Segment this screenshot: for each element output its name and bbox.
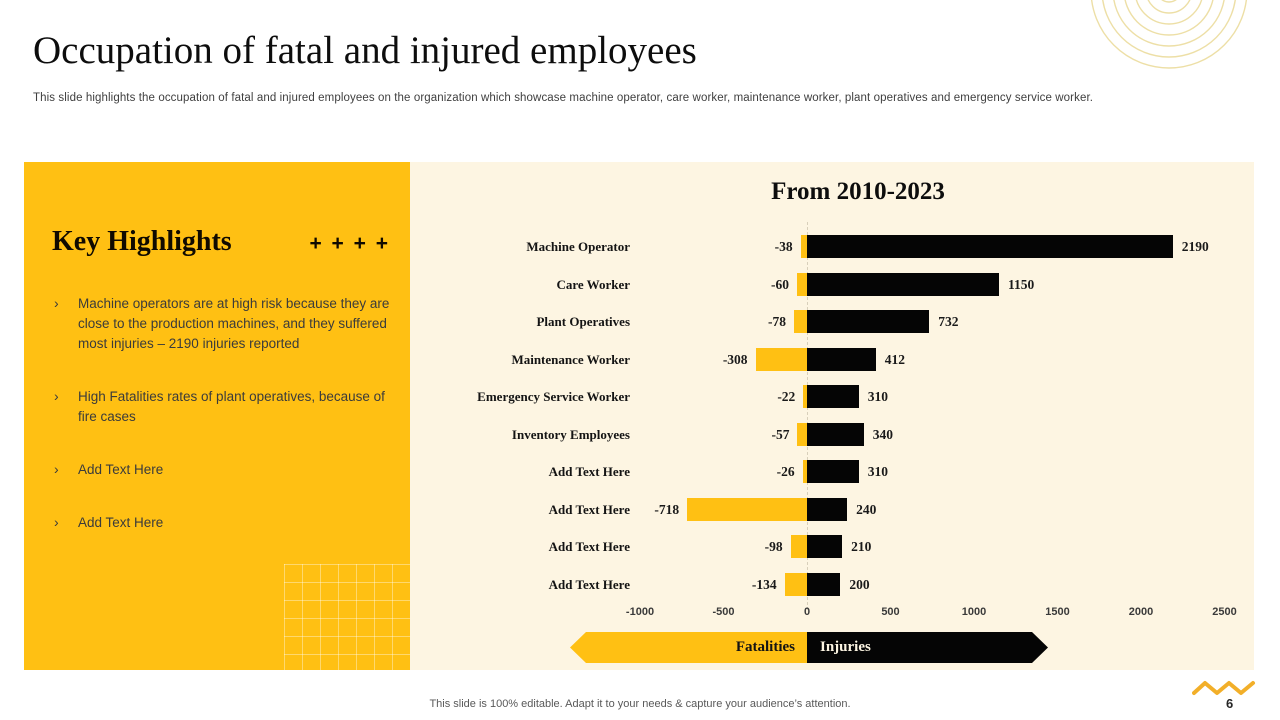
x-axis: -1000 -500 0 500 1000 1500 2000 2500: [410, 606, 1254, 622]
injuries-bar: [807, 310, 930, 333]
x-axis-tick: 500: [881, 606, 900, 618]
fatalities-bar: [803, 385, 807, 408]
category-label: Add Text Here: [548, 464, 630, 479]
fatalities-bar: [687, 497, 807, 521]
injuries-bar: [807, 460, 859, 483]
fatalities-value: -26: [776, 464, 795, 479]
key-highlights-panel: Key Highlights + + + + › Machine operato…: [24, 162, 410, 670]
injuries-value: 200: [849, 576, 870, 592]
fatalities-bar: [800, 235, 807, 258]
chart-area: From 2010-2023 Machine Operator -38 2190 Ca…: [410, 162, 1254, 670]
legend-fatalities-label: Fatalities: [735, 639, 795, 655]
injuries-value: 310: [867, 389, 889, 404]
fatalities-value: -78: [767, 314, 786, 329]
highlight-item: › Add Text Here: [52, 513, 392, 533]
injuries-bar: [807, 497, 848, 521]
injuries-value: 732: [938, 314, 959, 329]
fatalities-value: -308: [722, 351, 748, 367]
highlight-text-placeholder: Add Text Here: [78, 514, 164, 530]
injuries-bar: [807, 235, 1173, 258]
fatalities-value: -38: [774, 239, 793, 254]
injuries-value: 412: [884, 351, 906, 367]
highlights-list: › Machine operators are at high risk bec…: [52, 294, 392, 566]
x-axis-tick: 1000: [961, 606, 987, 618]
x-axis-tick: -500: [712, 606, 735, 618]
category-label: Plant Operatives: [536, 314, 630, 329]
zigzag-icon: [1192, 681, 1255, 695]
injuries-bar: [807, 385, 859, 408]
category-label: Machine Operator: [526, 239, 630, 254]
page-number: 6: [1226, 696, 1234, 711]
fatalities-bar: [790, 535, 807, 558]
category-label: Add Text Here: [548, 539, 630, 554]
concentric-circles-icon: [1090, 0, 1248, 69]
injuries-value: 210: [851, 539, 872, 554]
injuries-bar: [807, 535, 843, 558]
x-axis-tick: -1000: [625, 606, 655, 618]
chevron-bullet-icon: ›: [54, 513, 59, 530]
x-axis-tick: 2000: [1128, 606, 1154, 618]
page-title: Occupation of fatal and injured employee…: [33, 29, 697, 72]
category-label: Emergency Service Worker: [477, 389, 630, 404]
injuries-value: 1150: [1008, 276, 1035, 292]
chevron-bullet-icon: ›: [54, 387, 59, 404]
x-axis-tick: 2500: [1212, 606, 1237, 618]
chart-legend: Fatalities Injuries: [570, 632, 1048, 663]
chevron-bullet-icon: ›: [54, 295, 59, 311]
plus-marks-decoration: + + + +: [309, 232, 390, 255]
chart-title: From 2010-2023: [771, 178, 945, 205]
injuries-bar: [807, 347, 876, 371]
category-label: Add Text Here: [548, 576, 630, 592]
fatalities-value: -57: [771, 426, 790, 442]
injuries-value: 240: [856, 501, 877, 517]
category-label: Add Text Here: [548, 501, 630, 517]
highlight-text-placeholder: Add Text Here: [78, 461, 164, 477]
fatalities-bar: [755, 347, 807, 371]
footer-note: This slide is 100% editable. Adapt it to…: [429, 698, 851, 710]
fatalities-value: -134: [751, 576, 777, 592]
injuries-value: 340: [872, 426, 894, 442]
zero-axis-line: [807, 222, 808, 610]
legend-injuries-arrow: Injuries: [807, 632, 1048, 663]
diverging-bar-chart: Machine Operator -38 2190 Care Worker -60 115…: [410, 222, 1254, 610]
fatalities-value: -60: [770, 276, 789, 292]
fatalities-value: -22: [777, 389, 796, 404]
fatalities-bar: [797, 422, 807, 446]
slide-subtitle: This slide highlights the occupation of …: [33, 92, 1094, 104]
injuries-bar: [807, 272, 1000, 296]
highlight-item: › Add Text Here: [52, 460, 392, 480]
fatalities-value: -98: [764, 539, 783, 554]
legend-injuries-label: Injuries: [820, 639, 871, 655]
grid-pattern-decoration: [284, 564, 410, 670]
injuries-bar: [807, 572, 841, 596]
x-axis-tick: 0: [803, 606, 811, 618]
highlight-text: Machine operators are at high risk becau…: [78, 296, 390, 351]
highlight-item: › High Fatalities rates of plant operati…: [52, 387, 392, 427]
fatalities-bar: [784, 572, 807, 596]
category-label: Maintenance Worker: [511, 351, 630, 367]
injuries-value: 310: [867, 464, 889, 479]
x-axis-tick: 1500: [1045, 606, 1070, 618]
injuries-value: 2190: [1181, 239, 1209, 254]
category-label: Care Worker: [556, 276, 630, 292]
legend-fatalities-arrow: Fatalities: [570, 632, 807, 663]
highlight-item: › Machine operators are at high risk bec…: [52, 294, 392, 354]
fatalities-bar: [793, 310, 807, 333]
fatalities-value: -718: [654, 501, 680, 517]
chevron-bullet-icon: ›: [54, 460, 59, 477]
injuries-bar: [807, 422, 864, 446]
highlights-title: Key Highlights: [52, 226, 232, 257]
category-label: Inventory Employees: [511, 426, 630, 442]
fatalities-bar: [802, 460, 807, 483]
highlight-text: High Fatalities rates of plant operative…: [78, 388, 385, 424]
fatalities-bar: [796, 272, 807, 296]
